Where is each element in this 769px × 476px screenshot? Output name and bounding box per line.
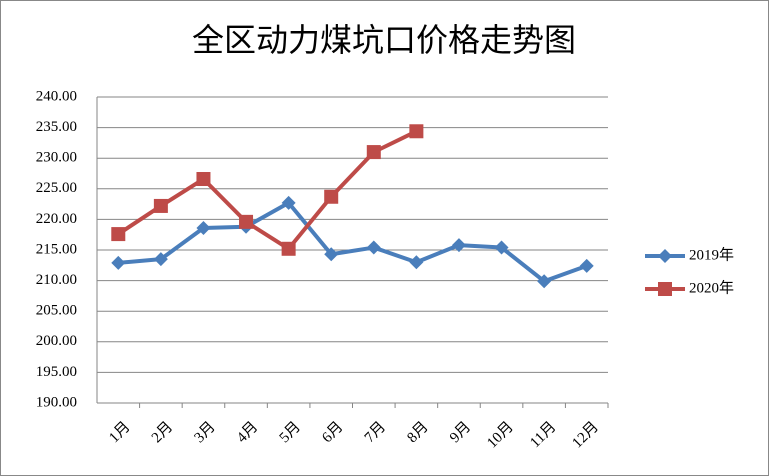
data-point <box>579 258 594 273</box>
y-tick-label: 215.00 <box>36 241 77 257</box>
legend-label: 2019年 <box>689 246 734 263</box>
data-point <box>281 241 296 256</box>
y-tick-label: 195.00 <box>36 364 77 380</box>
y-tick-label: 235.00 <box>36 119 77 135</box>
data-point <box>196 220 211 235</box>
data-point <box>324 189 339 204</box>
data-point <box>451 238 466 253</box>
legend-label: 2020年 <box>689 279 734 296</box>
legend-marker <box>658 282 672 296</box>
y-tick-label: 210.00 <box>36 272 77 288</box>
chart-title: 全区动力煤坑口价格走势图 <box>192 21 576 59</box>
series-line <box>117 129 418 251</box>
y-tick-label: 190.00 <box>36 394 77 410</box>
y-tick-label: 240.00 <box>36 88 77 104</box>
y-tick-label: 205.00 <box>36 303 77 319</box>
data-point <box>196 172 211 187</box>
data-point <box>153 252 168 267</box>
y-tick-label: 230.00 <box>36 150 77 166</box>
data-point <box>366 145 381 160</box>
data-point <box>153 198 168 213</box>
data-point <box>537 274 552 289</box>
data-point <box>324 247 339 262</box>
legend-marker <box>658 249 672 263</box>
series-line <box>118 200 588 284</box>
y-tick-label: 200.00 <box>36 333 77 349</box>
data-point <box>281 195 296 210</box>
data-point <box>409 255 424 270</box>
data-point <box>111 227 126 242</box>
data-point <box>239 214 254 229</box>
y-tick-label: 225.00 <box>36 180 77 196</box>
data-point <box>111 255 126 270</box>
data-point <box>409 124 424 139</box>
data-point <box>494 240 509 255</box>
y-tick-label: 220.00 <box>36 211 77 227</box>
data-point <box>366 240 381 255</box>
